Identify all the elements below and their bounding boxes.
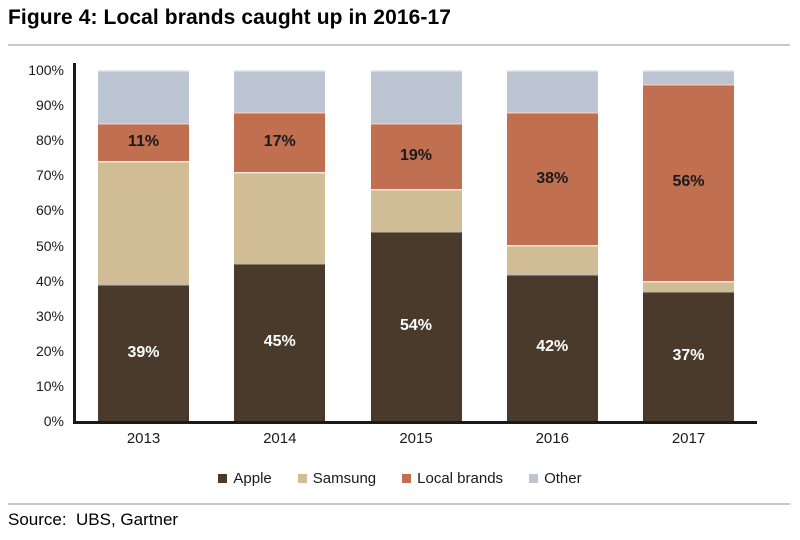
y-axis-tick-label: 30% — [35, 307, 64, 324]
bar-segment-samsung — [234, 171, 326, 264]
data-label-apple: 54% — [399, 317, 433, 335]
x-axis-tick-label: 2013 — [126, 430, 161, 447]
y-axis-tick-label: 20% — [35, 342, 64, 359]
data-label-local-brands: 11% — [127, 132, 160, 150]
data-label-local-brands: 17% — [263, 132, 296, 150]
bar-segment-apple: 39% — [98, 284, 189, 421]
data-label-apple: 39% — [127, 343, 160, 361]
y-axis-tick-label: 90% — [35, 97, 64, 114]
legend-label: Samsung — [312, 469, 377, 487]
legend-swatch-samsung — [297, 473, 307, 483]
bar-segment-local-brands: 11% — [98, 122, 189, 162]
x-axis-tick-label: 2016 — [535, 430, 569, 447]
bar-2016: 38% 42% — [506, 70, 598, 421]
bar-segment-local-brands: 56% — [643, 84, 734, 281]
bar-segment-apple: 37% — [643, 291, 734, 421]
bar-segment-apple: 45% — [234, 263, 326, 421]
bar-segment-other — [234, 70, 326, 113]
x-axis-tick-label: 2017 — [671, 430, 706, 447]
legend-item-local-brands: Local brands — [402, 470, 503, 487]
bar-segment-other — [98, 70, 189, 123]
data-label-apple: 45% — [263, 332, 296, 350]
bar-2017: 56% 37% — [643, 70, 734, 421]
y-axis-tick-label: 60% — [35, 202, 64, 219]
figure-title: Figure 4: Local brands caught up in 2016… — [8, 6, 452, 29]
data-label-local-brands: 38% — [536, 169, 569, 187]
bar-segment-other — [643, 70, 734, 85]
bar-segment-local-brands: 19% — [370, 122, 462, 190]
title-separator — [8, 44, 790, 46]
plot-area: 11% 39% 17% 45% 19% 54% 38% 42% 56% 37% — [76, 70, 756, 421]
y-axis-line — [73, 63, 76, 424]
y-axis-tick-label: 70% — [35, 167, 64, 184]
source-text: Source: UBS, Gartner — [8, 510, 179, 529]
bar-2013: 11% 39% — [98, 70, 189, 421]
bar-segment-local-brands: 38% — [506, 112, 598, 246]
legend-item-other: Other — [529, 470, 582, 487]
y-axis-tick-label: 10% — [35, 377, 64, 394]
y-axis-tick-label: 0% — [43, 413, 64, 429]
legend-item-samsung: Samsung — [297, 469, 377, 487]
legend-swatch-local-brands — [402, 473, 412, 483]
legend-swatch-other — [529, 473, 539, 483]
y-axis-tick-label: 80% — [35, 132, 64, 149]
x-axis-tick-label: 2014 — [263, 430, 297, 447]
data-label-local-brands: 19% — [399, 146, 433, 164]
y-axis-tick-label: 100% — [28, 62, 64, 78]
x-axis-line — [73, 421, 757, 424]
legend-label: Local brands — [417, 469, 504, 487]
y-axis-tick-label: 50% — [35, 237, 64, 254]
bar-segment-other — [370, 70, 462, 123]
legend-swatch-apple — [218, 473, 228, 483]
legend-item-apple: Apple — [218, 469, 272, 487]
x-axis-tick-label: 2015 — [399, 430, 433, 447]
data-label-apple: 42% — [536, 338, 569, 356]
bar-segment-apple: 42% — [506, 273, 598, 421]
legend: Apple Samsung Local brands Other — [0, 466, 800, 490]
bar-segment-samsung — [98, 161, 189, 285]
bar-segment-samsung — [643, 280, 734, 292]
data-label-local-brands: 56% — [672, 173, 705, 191]
x-axis: 2013 2014 2015 2016 2017 — [76, 430, 756, 447]
bar-segment-local-brands: 17% — [234, 112, 326, 172]
legend-label: Other — [544, 469, 582, 487]
bar-2014: 17% 45% — [234, 70, 326, 421]
bar-2015: 19% 54% — [370, 70, 462, 421]
data-label-apple: 37% — [672, 347, 705, 365]
legend-label: Apple — [233, 469, 272, 487]
bar-segment-samsung — [370, 189, 462, 232]
bar-segment-samsung — [506, 245, 598, 274]
y-axis-tick-label: 40% — [35, 272, 64, 289]
bar-segment-apple: 54% — [370, 231, 462, 421]
bar-segment-other — [506, 70, 598, 113]
source-separator — [8, 503, 790, 505]
